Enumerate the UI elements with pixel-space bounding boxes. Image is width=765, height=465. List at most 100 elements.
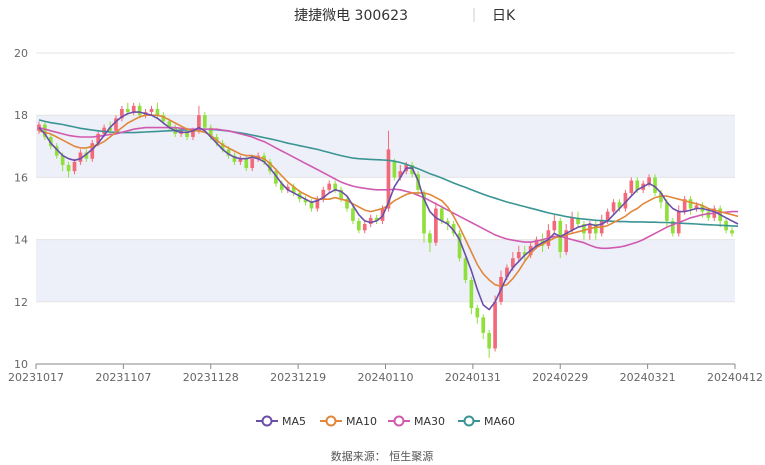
candle-body — [392, 161, 397, 178]
candle-body — [327, 183, 332, 190]
candle-body — [653, 177, 657, 193]
legend-item-ma10[interactable]: MA10 — [320, 415, 377, 428]
candle-body — [54, 146, 59, 156]
candle-body — [197, 115, 201, 131]
candle — [220, 140, 225, 153]
candle-body — [114, 118, 118, 131]
candle-body — [72, 161, 77, 172]
candle — [250, 155, 255, 172]
candle — [268, 158, 272, 175]
candle — [386, 130, 391, 212]
candle-body — [244, 158, 249, 169]
legend-label: MA5 — [282, 415, 306, 428]
candle-body — [629, 180, 634, 193]
candle — [54, 143, 59, 159]
candle-body — [321, 189, 326, 200]
candle-body — [451, 224, 456, 234]
candle-body — [605, 211, 610, 221]
candle — [351, 205, 355, 225]
candle-body — [84, 152, 89, 159]
candle — [274, 168, 278, 187]
candle-body — [493, 301, 497, 349]
candle-body — [688, 199, 693, 209]
data-source: 数据来源： 恒生聚源 — [331, 449, 434, 463]
candle — [392, 158, 397, 181]
ma-line-ma5 — [38, 111, 739, 311]
candle — [345, 196, 349, 212]
ma-line-ma10 — [38, 114, 739, 288]
y-tick-label: 14 — [14, 234, 28, 247]
candle-body — [670, 220, 675, 234]
candle-body — [617, 202, 622, 209]
candle-body — [167, 121, 172, 128]
x-tick-label: 20231107 — [95, 371, 151, 384]
candle-body — [522, 252, 527, 256]
candle-body — [137, 105, 142, 116]
candle-body — [682, 199, 687, 212]
candle-body — [78, 152, 83, 162]
legend: MA5 MA10 MA30 MA60 — [256, 415, 515, 428]
candle — [285, 183, 290, 193]
candle — [309, 199, 314, 212]
legend-marker — [261, 415, 273, 427]
candle-body — [475, 308, 480, 318]
candle — [546, 224, 551, 249]
candle-body — [120, 108, 124, 119]
candle-body — [362, 224, 367, 231]
candle-body — [611, 202, 616, 212]
candle — [202, 112, 207, 131]
candle — [730, 227, 734, 237]
candle — [66, 161, 71, 178]
legend-marker — [325, 415, 337, 427]
candle — [487, 329, 492, 358]
candle — [362, 220, 367, 234]
candle-body — [202, 115, 207, 128]
candle — [84, 149, 89, 162]
candle-body — [90, 143, 95, 159]
candle — [481, 314, 486, 340]
x-tick-label: 20240321 — [620, 371, 676, 384]
candle-body — [131, 105, 136, 113]
candle — [120, 105, 124, 122]
candle-body — [428, 233, 432, 243]
candle — [469, 276, 474, 315]
candle-body — [439, 208, 444, 221]
candle-body — [635, 180, 640, 190]
candle-body — [43, 124, 47, 137]
candle-body — [279, 183, 284, 190]
candle-body — [185, 130, 189, 137]
y-tick-label: 18 — [14, 109, 28, 122]
period-label: 日K — [492, 8, 516, 24]
candle-body — [374, 217, 379, 221]
candle-body — [66, 164, 71, 172]
candle — [576, 211, 580, 228]
candle-body — [368, 217, 373, 225]
candle — [149, 105, 154, 116]
candle-body — [469, 280, 474, 309]
candle-body — [487, 332, 492, 349]
candle — [451, 220, 456, 237]
candle — [463, 255, 468, 284]
legend-item-ma60[interactable]: MA60 — [458, 415, 515, 428]
candle-body — [108, 127, 112, 131]
candle-body — [647, 177, 651, 184]
candle-body — [534, 239, 539, 246]
candle-body — [445, 220, 450, 225]
candle-body — [285, 186, 290, 190]
candle — [593, 220, 598, 240]
candle-body — [463, 258, 468, 281]
candle — [374, 214, 379, 225]
candle-body — [386, 149, 391, 209]
candle-body — [516, 252, 521, 259]
legend-item-ma30[interactable]: MA30 — [388, 415, 445, 428]
candle — [522, 245, 527, 262]
candle — [611, 199, 616, 215]
legend-item-ma5[interactable]: MA5 — [256, 415, 306, 428]
x-tick-label: 20240412 — [707, 371, 763, 384]
candle-body — [208, 127, 213, 137]
candle-body — [706, 211, 711, 218]
x-tick-label: 20231219 — [270, 371, 326, 384]
candle-body — [339, 189, 343, 200]
candle — [599, 214, 604, 237]
